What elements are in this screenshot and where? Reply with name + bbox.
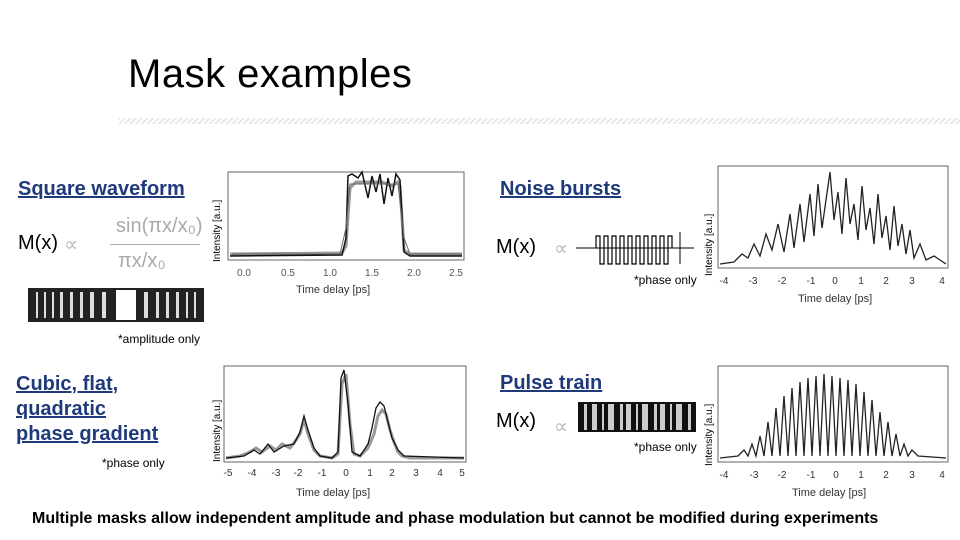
pulse-train-heading: Pulse train [500,372,603,394]
cubic-plot: -5 -4 -3 -2 -1 0 1 2 3 4 5 [220,364,470,487]
square-formula-denominator: πx/x₀ [118,250,166,272]
square-waveform-heading: Square waveform [18,178,185,200]
pulse-formula-lhs: M(x) [496,410,536,432]
cubic-tick-2: -3 [272,468,281,479]
noise-plot-xlabel: Time delay [ps] [798,293,873,305]
noise-formula-lhs: M(x) [496,236,536,258]
square-note: *amplitude only [118,332,201,346]
title-divider [118,118,960,124]
cubic-tick-6: 1 [367,468,373,479]
noise-tick-2: -2 [778,276,787,287]
noise-tick-7: 3 [909,276,915,287]
noise-tick-1: -3 [749,276,758,287]
noise-tick-6: 2 [883,276,889,287]
cubic-tick-0: -5 [224,468,233,479]
cubic-tick-4: -1 [318,468,327,479]
cubic-tick-1: -4 [248,468,257,479]
pulse-formula-prop: ∝ [554,416,569,438]
square-tick-1: 0.5 [281,268,295,279]
square-plot: 0.0 0.5 1.0 1.5 2.0 2.5 [222,168,470,285]
pulse-mask-image [578,402,696,432]
cubic-tick-10: 5 [459,468,465,479]
noise-bursts-heading: Noise bursts [500,178,622,200]
square-tick-2: 1.0 [323,268,337,279]
pulse-note: *phase only [634,440,697,454]
pulse-tick-7: 3 [909,470,915,481]
noise-note: *phase only [634,273,697,287]
square-formula-prop: ∝ [64,234,79,256]
pulse-tick-6: 2 [883,470,889,481]
square-formula-lhs: M(x) [18,232,58,254]
noise-tick-5: 1 [858,276,864,287]
noise-tick-4: 0 [832,276,838,287]
pulse-tick-5: 1 [858,470,864,481]
pulse-tick-4: 0 [833,470,839,481]
square-tick-4: 2.0 [407,268,421,279]
square-tick-5: 2.5 [449,268,463,279]
noise-formula-prop: ∝ [554,238,569,260]
pulse-tick-3: -1 [807,470,816,481]
pulse-tick-0: -4 [720,470,729,481]
cubic-tick-7: 2 [389,468,395,479]
square-tick-3: 1.5 [365,268,379,279]
square-mask-image [28,288,204,322]
noise-tick-0: -4 [720,276,729,287]
square-tick-0: 0.0 [237,268,251,279]
noise-tick-3: -1 [807,276,816,287]
cubic-heading: Cubic, flat, quadratic phase gradient [16,372,158,447]
cubic-note: *phase only [102,456,165,470]
square-formula-numerator: sin(πx/x₀) [116,215,203,237]
footer-text: Multiple masks allow independent amplitu… [32,510,879,527]
noise-plot: -4 -3 -2 -1 0 1 2 3 4 [714,164,954,293]
square-formula-bar [110,244,200,245]
pulse-plot-xlabel: Time delay [ps] [792,487,867,499]
page-title: Mask examples [128,52,413,96]
pulse-tick-8: 4 [939,470,945,481]
cubic-tick-8: 3 [413,468,419,479]
cubic-heading-line1: Cubic, flat, [16,373,119,395]
cubic-heading-line3: phase gradient [16,423,159,445]
cubic-tick-9: 4 [437,468,443,479]
square-plot-xlabel: Time delay [ps] [296,284,371,296]
cubic-tick-3: -2 [294,468,303,479]
cubic-heading-line2: quadratic [16,398,107,420]
pulse-plot: -4 -3 -2 -1 0 1 2 3 4 [714,364,954,491]
cubic-tick-5: 0 [343,468,349,479]
pulse-tick-1: -3 [750,470,759,481]
pulse-tick-2: -2 [778,470,787,481]
noise-mask-waveform [576,230,696,275]
cubic-plot-xlabel: Time delay [ps] [296,487,371,499]
noise-tick-8: 4 [939,276,945,287]
